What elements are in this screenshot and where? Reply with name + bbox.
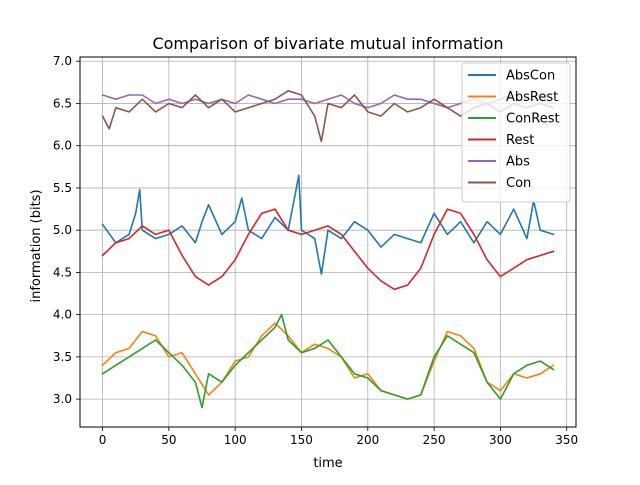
series-line-absrest <box>101 322 555 400</box>
x-tick-label: 200 <box>356 433 379 447</box>
x-tick-label: 50 <box>161 433 176 447</box>
x-tick-label: 300 <box>489 433 512 447</box>
x-tick-label: 250 <box>423 433 446 447</box>
y-tick-label: 6.5 <box>53 96 72 110</box>
x-tick-label: 100 <box>224 433 247 447</box>
series-line-conrest <box>101 313 555 409</box>
y-tick-label: 6.0 <box>53 139 72 153</box>
y-tick-label: 5.0 <box>53 223 72 237</box>
y-axis-label: information (bits) <box>29 189 44 302</box>
y-tick-label: 5.5 <box>53 181 72 195</box>
legend-box <box>461 62 571 203</box>
legend-label: Rest <box>506 133 534 148</box>
legend-label: AbsCon <box>506 69 555 84</box>
axes-frame <box>79 56 577 428</box>
x-tick-label: 350 <box>555 433 578 447</box>
y-tick-label: 3.0 <box>53 392 72 406</box>
x-tick-label: 150 <box>290 433 313 447</box>
y-tick-label: 4.5 <box>53 265 72 279</box>
legend-label: Con <box>506 176 531 191</box>
series-line-abscon <box>101 174 555 275</box>
y-tick-label: 4.0 <box>53 308 72 322</box>
series-line-rest <box>101 208 555 291</box>
y-tick-label: 7.0 <box>53 54 72 68</box>
legend-label: Abs <box>506 155 530 170</box>
legend-label: ConRest <box>506 112 560 127</box>
axis-ticks: 0 50 100 150 200 250 300 350 3.0 3.5 4.0 4.5 5.0 5.5 6… <box>53 54 578 447</box>
x-tick-label: 0 <box>99 433 107 447</box>
chart-title: Comparison of bivariate mutual informati… <box>152 34 503 53</box>
legend-label: AbsRest <box>506 90 558 105</box>
y-tick-label: 3.5 <box>53 350 72 364</box>
x-axis-label: time <box>313 456 342 471</box>
